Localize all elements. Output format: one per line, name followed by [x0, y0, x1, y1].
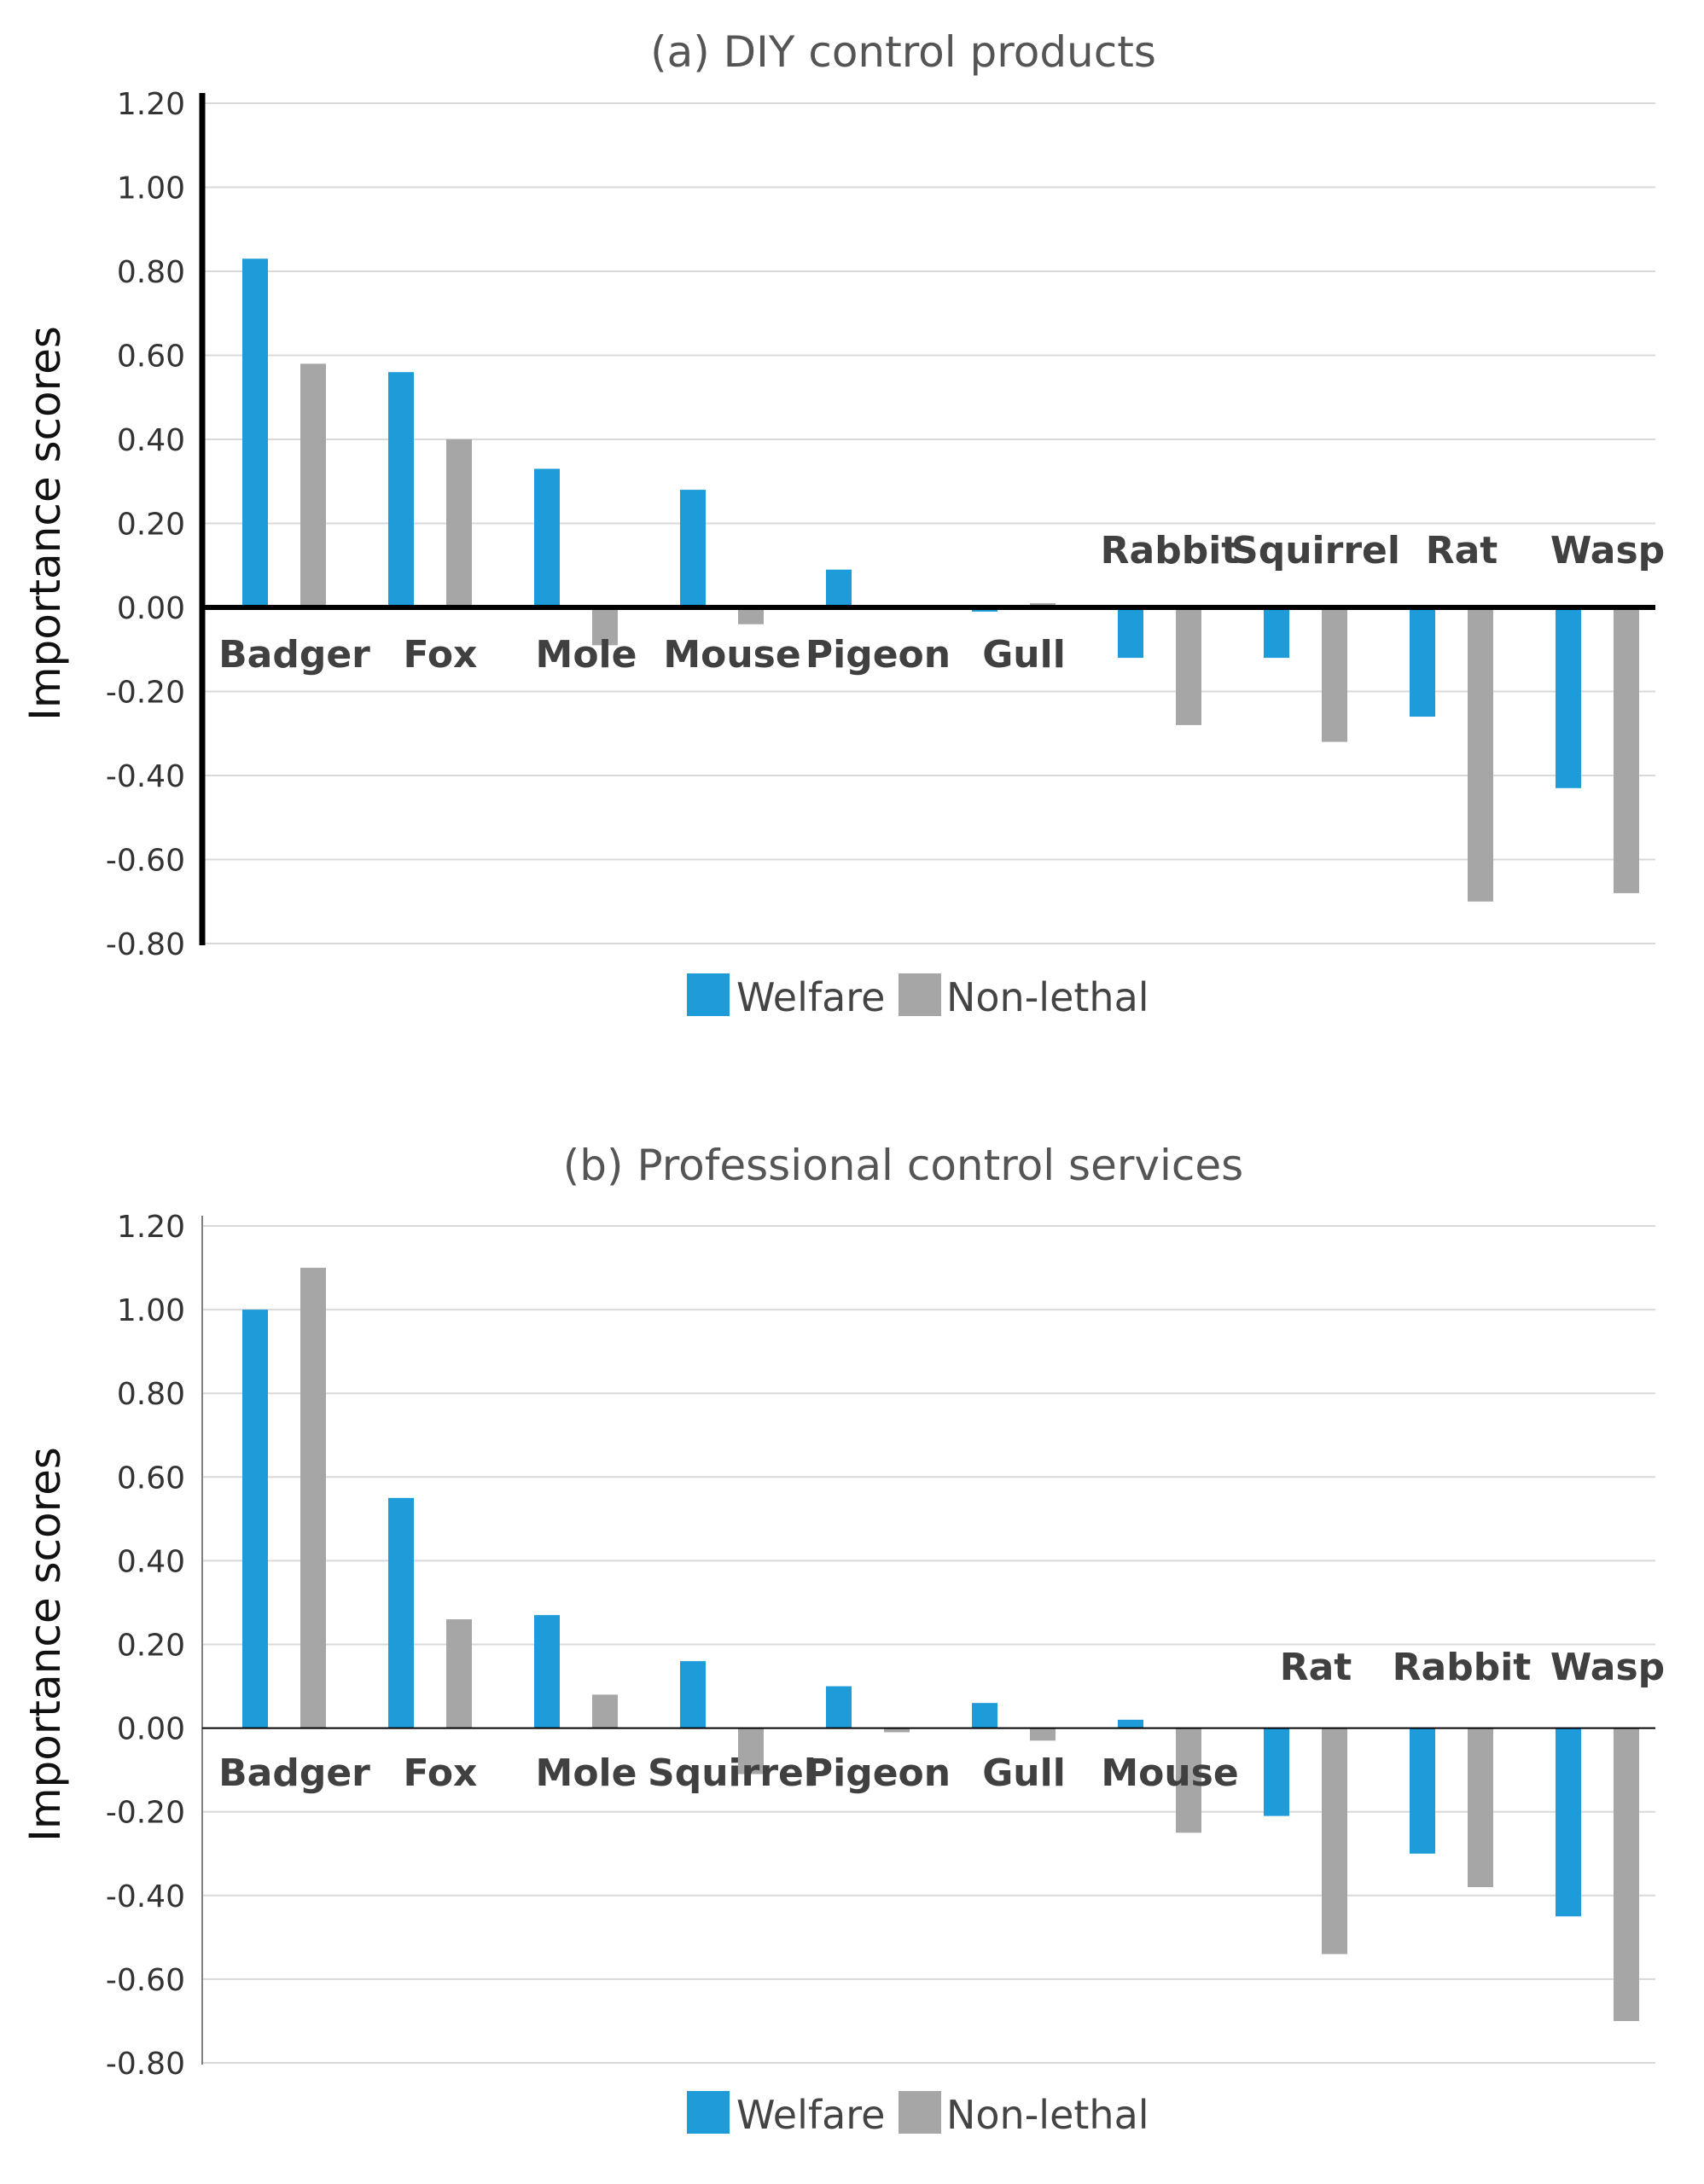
bar-welfare-fox	[388, 1497, 414, 1728]
category-label: Pigeon	[805, 1751, 951, 1795]
bar-non-lethal-squirrel	[1322, 607, 1347, 742]
y-tick-label: 0.00	[117, 1712, 185, 1747]
legend-swatch-welfare	[687, 973, 730, 1016]
category-label: Pigeon	[805, 633, 951, 677]
bar-welfare-pigeon	[826, 1686, 852, 1728]
bar-non-lethal-wasp	[1614, 1728, 1639, 2021]
bar-non-lethal-pigeon	[884, 1728, 910, 1733]
y-tick-label: 1.20	[117, 87, 185, 122]
y-tick-label: -0.80	[106, 2047, 185, 2082]
bar-non-lethal-badger	[300, 363, 326, 607]
category-label: Mole	[536, 1751, 637, 1795]
category-label: Squirrel	[1231, 529, 1400, 572]
bar-welfare-rat	[1264, 1728, 1289, 1816]
category-label: Badger	[218, 1751, 370, 1795]
bar-welfare-pigeon	[826, 569, 852, 607]
bar-non-lethal-fox	[446, 439, 472, 607]
y-tick-label: 0.20	[117, 508, 185, 543]
bar-welfare-squirrel	[680, 1661, 706, 1728]
y-tick-label: 0.40	[117, 1544, 185, 1579]
bar-welfare-badger	[242, 258, 268, 607]
category-label: Squirrel	[648, 1751, 817, 1795]
y-tick-label: 0.60	[117, 340, 185, 375]
y-tick-label: 0.40	[117, 423, 185, 458]
y-axis-label: Importance scores	[20, 326, 70, 721]
legend-swatch-non-lethal	[899, 973, 941, 1016]
bar-welfare-wasp	[1556, 607, 1581, 788]
bar-non-lethal-mouse	[738, 607, 764, 624]
bar-welfare-gull	[972, 1703, 997, 1728]
bar-non-lethal-mole	[592, 1694, 618, 1728]
category-label: Rabbit	[1101, 529, 1240, 572]
legend-label-non-lethal: Non-lethal	[946, 974, 1149, 1020]
bar-welfare-mouse	[1118, 1719, 1143, 1728]
bar-non-lethal-rabbit	[1176, 607, 1201, 725]
category-label: Mole	[536, 633, 637, 677]
y-tick-label: 0.60	[117, 1461, 185, 1496]
y-tick-label: 1.00	[117, 1293, 185, 1328]
y-tick-label: -0.60	[106, 1963, 185, 1998]
category-label: Fox	[404, 633, 478, 677]
y-tick-label: -0.40	[106, 759, 185, 794]
category-label: Mouse	[663, 633, 800, 677]
bar-welfare-rabbit	[1118, 607, 1143, 659]
chart-title: (a) DIY control products	[650, 27, 1156, 77]
category-label: Rat	[1426, 529, 1498, 572]
y-axis-label: Importance scores	[20, 1447, 70, 1842]
bar-welfare-mole	[534, 1615, 560, 1728]
category-label: Gull	[982, 1751, 1066, 1795]
bar-welfare-rabbit	[1410, 1728, 1435, 1854]
y-tick-label: 1.00	[117, 171, 185, 206]
chart-title: (b) Professional control services	[563, 1141, 1243, 1190]
bar-welfare-rat	[1410, 607, 1435, 717]
y-tick-label: 0.20	[117, 1629, 185, 1664]
y-tick-label: 0.00	[117, 591, 185, 626]
y-tick-label: -0.40	[106, 1879, 185, 1914]
legend-swatch-non-lethal	[899, 2091, 941, 2134]
bar-welfare-badger	[242, 1310, 268, 1728]
category-label: Rabbit	[1393, 1646, 1532, 1689]
category-label: Wasp	[1550, 529, 1665, 572]
bar-welfare-wasp	[1556, 1728, 1581, 1917]
bar-non-lethal-squirrel	[738, 1728, 764, 1774]
bar-non-lethal-rat	[1468, 607, 1493, 902]
y-tick-label: -0.20	[106, 676, 185, 711]
category-label: Rat	[1280, 1646, 1352, 1689]
y-tick-label: -0.80	[106, 927, 185, 962]
category-label: Badger	[218, 633, 370, 677]
legend-label-welfare: Welfare	[736, 974, 885, 1020]
y-tick-label: 0.80	[117, 255, 185, 290]
category-label: Mouse	[1101, 1751, 1238, 1795]
bar-non-lethal-wasp	[1614, 607, 1639, 893]
bar-welfare-fox	[388, 372, 414, 607]
category-label: Gull	[982, 633, 1066, 677]
y-tick-label: -0.20	[106, 1796, 185, 1831]
bar-non-lethal-gull	[1030, 1728, 1056, 1741]
y-tick-label: -0.60	[106, 844, 185, 879]
bar-welfare-mouse	[680, 490, 706, 607]
bar-welfare-squirrel	[1264, 607, 1289, 659]
bar-non-lethal-mole	[592, 607, 618, 646]
bar-non-lethal-fox	[446, 1619, 472, 1728]
category-label: Wasp	[1550, 1646, 1665, 1689]
y-tick-label: 1.20	[117, 1210, 185, 1245]
legend-label-welfare: Welfare	[736, 2092, 885, 2138]
bar-non-lethal-badger	[300, 1268, 326, 1728]
bar-welfare-mole	[534, 468, 560, 607]
category-label: Fox	[404, 1751, 478, 1795]
y-tick-label: 0.80	[117, 1377, 185, 1412]
legend-swatch-welfare	[687, 2091, 730, 2134]
bar-non-lethal-mouse	[1176, 1728, 1201, 1833]
bar-non-lethal-rat	[1322, 1728, 1347, 1955]
bar-non-lethal-rabbit	[1468, 1728, 1493, 1887]
legend-label-non-lethal: Non-lethal	[946, 2092, 1149, 2138]
